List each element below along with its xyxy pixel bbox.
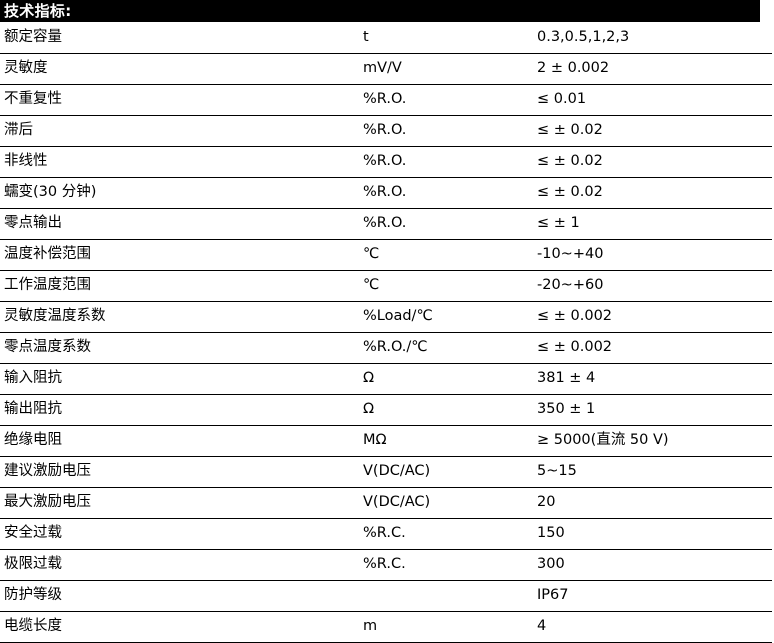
spec-unit-cell: ℃ (359, 270, 533, 302)
table-row: 灵敏度 mV/V 2 ± 0.002 (0, 53, 772, 85)
spec-value-cell: ≤ ± 0.002 (533, 301, 772, 333)
spec-unit-cell: %R.O. (359, 208, 533, 240)
spec-unit-cell: m (359, 611, 533, 643)
spec-unit-cell (359, 580, 533, 612)
spec-parameter-cell: 电缆长度 (0, 611, 359, 643)
spec-value-cell: 350 ± 1 (533, 394, 772, 426)
spec-parameter-cell: 输出阻抗 (0, 394, 359, 426)
spec-parameter-cell: 零点输出 (0, 208, 359, 240)
spec-value-cell: IP67 (533, 580, 772, 612)
spec-value-cell: ≤ ± 0.02 (533, 177, 772, 209)
spec-unit-cell: %R.O. (359, 115, 533, 147)
spec-parameter-cell: 极限过载 (0, 549, 359, 581)
spec-parameter-cell: 蠕变(30 分钟) (0, 177, 359, 209)
spec-header-bar: 技术指标: (0, 0, 760, 22)
table-row: 输出阻抗 Ω 350 ± 1 (0, 394, 772, 426)
table-row: 非线性 %R.O. ≤ ± 0.02 (0, 146, 772, 178)
spec-unit-cell: MΩ (359, 425, 533, 457)
spec-parameter-cell: 不重复性 (0, 84, 359, 116)
spec-unit-cell: %R.C. (359, 549, 533, 581)
table-body: 额定容量 t 0.3,0.5,1,2,3 灵敏度 mV/V 2 ± 0.002 不重复性 %R… (0, 22, 772, 643)
spec-value-cell: 20 (533, 487, 772, 519)
spec-parameter-cell: 灵敏度 (0, 53, 359, 85)
spec-unit-cell: V(DC/AC) (359, 487, 533, 519)
table-row: 建议激励电压 V(DC/AC) 5~15 (0, 456, 772, 488)
spec-value-cell: ≥ 5000(直流 50 V) (533, 425, 772, 457)
table-row: 零点温度系数 %R.O./℃ ≤ ± 0.002 (0, 332, 772, 364)
spec-parameter-cell: 绝缘电阻 (0, 425, 359, 457)
spec-unit-cell: %R.O. (359, 84, 533, 116)
spec-value-cell: -20~+60 (533, 270, 772, 302)
table-row: 额定容量 t 0.3,0.5,1,2,3 (0, 22, 772, 54)
spec-unit-cell: ℃ (359, 239, 533, 271)
spec-value-cell: 5~15 (533, 456, 772, 488)
spec-value-cell: 4 (533, 611, 772, 643)
spec-value-cell: 0.3,0.5,1,2,3 (533, 22, 772, 54)
spec-parameter-cell: 输入阻抗 (0, 363, 359, 395)
spec-value-cell: ≤ ± 1 (533, 208, 772, 240)
spec-parameter-cell: 零点温度系数 (0, 332, 359, 364)
table-row: 绝缘电阻 MΩ ≥ 5000(直流 50 V) (0, 425, 772, 457)
table-row: 滞后 %R.O. ≤ ± 0.02 (0, 115, 772, 147)
table-row: 防护等级 IP67 (0, 580, 772, 612)
spec-parameter-cell: 温度补偿范围 (0, 239, 359, 271)
spec-value-cell: ≤ ± 0.02 (533, 115, 772, 147)
spec-parameter-cell: 非线性 (0, 146, 359, 178)
spec-unit-cell: %Load/℃ (359, 301, 533, 333)
spec-value-cell: 300 (533, 549, 772, 581)
spec-unit-cell: mV/V (359, 53, 533, 85)
spec-parameter-cell: 最大激励电压 (0, 487, 359, 519)
table-row: 工作温度范围 ℃ -20~+60 (0, 270, 772, 302)
spec-parameter-cell: 工作温度范围 (0, 270, 359, 302)
table-row: 不重复性 %R.O. ≤ 0.01 (0, 84, 772, 116)
page-title: 技术指标: (4, 1, 72, 20)
table-row: 输入阻抗 Ω 381 ± 4 (0, 363, 772, 395)
spec-parameter-cell: 滞后 (0, 115, 359, 147)
spec-parameter-cell: 额定容量 (0, 22, 359, 54)
spec-value-cell: 381 ± 4 (533, 363, 772, 395)
specification-table: 额定容量 t 0.3,0.5,1,2,3 灵敏度 mV/V 2 ± 0.002 不重复性 %R… (0, 22, 772, 643)
spec-unit-cell: %R.O. (359, 146, 533, 178)
spec-parameter-cell: 防护等级 (0, 580, 359, 612)
spec-parameter-cell: 建议激励电压 (0, 456, 359, 488)
spec-value-cell: ≤ ± 0.002 (533, 332, 772, 364)
spec-value-cell: ≤ ± 0.02 (533, 146, 772, 178)
spec-value-cell: 2 ± 0.002 (533, 53, 772, 85)
spec-unit-cell: t (359, 22, 533, 54)
table-row: 零点输出 %R.O. ≤ ± 1 (0, 208, 772, 240)
table-row: 电缆长度 m 4 (0, 611, 772, 643)
spec-unit-cell: Ω (359, 394, 533, 426)
spec-unit-cell: V(DC/AC) (359, 456, 533, 488)
spec-value-cell: -10~+40 (533, 239, 772, 271)
table-row: 最大激励电压 V(DC/AC) 20 (0, 487, 772, 519)
spec-value-cell: ≤ 0.01 (533, 84, 772, 116)
table-row: 极限过载 %R.C. 300 (0, 549, 772, 581)
spec-unit-cell: %R.O. (359, 177, 533, 209)
spec-unit-cell: Ω (359, 363, 533, 395)
spec-parameter-cell: 灵敏度温度系数 (0, 301, 359, 333)
table-row: 蠕变(30 分钟) %R.O. ≤ ± 0.02 (0, 177, 772, 209)
table-row: 温度补偿范围 ℃ -10~+40 (0, 239, 772, 271)
spec-unit-cell: %R.O./℃ (359, 332, 533, 364)
table-row: 灵敏度温度系数 %Load/℃ ≤ ± 0.002 (0, 301, 772, 333)
